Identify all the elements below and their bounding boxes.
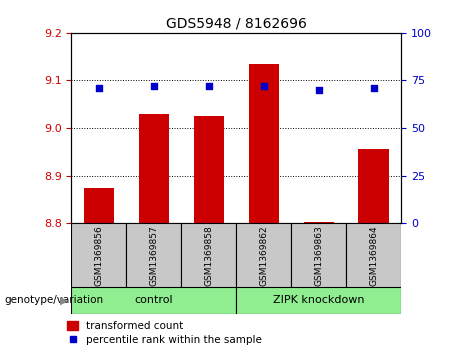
Bar — [359, 150, 389, 223]
Bar — [236, 287, 401, 314]
Bar — [126, 223, 181, 287]
Bar — [236, 223, 291, 287]
Text: GSM1369863: GSM1369863 — [314, 225, 323, 286]
Text: genotype/variation: genotype/variation — [5, 295, 104, 305]
Point — [95, 85, 103, 91]
Bar — [194, 116, 224, 223]
Text: ZIPK knockdown: ZIPK knockdown — [273, 295, 364, 305]
Point — [260, 83, 267, 89]
Text: GSM1369862: GSM1369862 — [259, 225, 268, 286]
Point — [315, 87, 322, 93]
Text: GSM1369858: GSM1369858 — [204, 225, 213, 286]
Title: GDS5948 / 8162696: GDS5948 / 8162696 — [166, 16, 307, 30]
Point — [370, 85, 377, 91]
Legend: transformed count, percentile rank within the sample: transformed count, percentile rank withi… — [67, 321, 262, 345]
Bar — [291, 223, 346, 287]
Bar — [303, 222, 334, 223]
Text: ▶: ▶ — [60, 295, 68, 305]
Text: GSM1369856: GSM1369856 — [95, 225, 103, 286]
Text: GSM1369864: GSM1369864 — [369, 225, 378, 286]
Text: GSM1369857: GSM1369857 — [149, 225, 159, 286]
Point — [205, 83, 213, 89]
Bar — [139, 114, 169, 223]
Bar — [84, 188, 114, 223]
Text: control: control — [135, 295, 173, 305]
Bar — [346, 223, 401, 287]
Bar — [71, 287, 236, 314]
Point — [150, 83, 158, 89]
Bar — [181, 223, 236, 287]
Bar — [71, 223, 126, 287]
Bar — [248, 64, 279, 223]
